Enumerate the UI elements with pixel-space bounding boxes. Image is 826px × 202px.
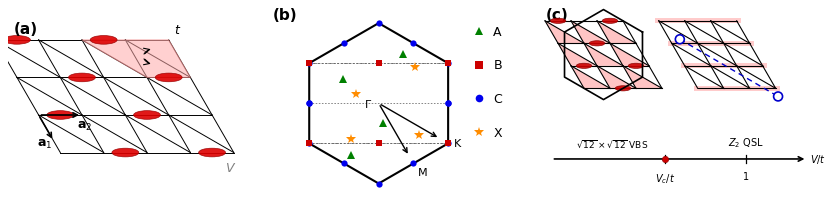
Text: $V$: $V$ (225, 161, 236, 174)
Ellipse shape (629, 64, 643, 69)
Polygon shape (545, 22, 584, 44)
Polygon shape (610, 44, 649, 66)
Polygon shape (597, 22, 636, 44)
Ellipse shape (155, 74, 183, 82)
Polygon shape (571, 22, 610, 44)
Ellipse shape (3, 36, 31, 45)
Bar (694, 86, 780, 91)
Text: (c): (c) (546, 8, 569, 23)
Polygon shape (584, 44, 623, 66)
Text: B: B (493, 59, 502, 72)
Text: (b): (b) (273, 8, 297, 23)
Ellipse shape (615, 86, 631, 92)
Ellipse shape (589, 41, 605, 47)
Text: X: X (493, 126, 502, 139)
Ellipse shape (198, 148, 225, 157)
Polygon shape (571, 66, 610, 89)
Text: M: M (418, 167, 428, 177)
Circle shape (676, 36, 684, 44)
Polygon shape (82, 41, 190, 78)
Ellipse shape (112, 148, 139, 157)
Text: A: A (493, 25, 502, 38)
Text: $t$: $t$ (174, 24, 181, 37)
Polygon shape (597, 66, 636, 89)
Text: 1: 1 (743, 171, 749, 181)
Circle shape (774, 93, 782, 101)
Bar (667, 42, 753, 46)
Ellipse shape (577, 64, 591, 69)
Polygon shape (558, 44, 597, 66)
Text: C: C (493, 93, 502, 105)
Bar (681, 64, 767, 69)
Ellipse shape (550, 19, 566, 24)
Text: $\mathbf{a}_2$: $\mathbf{a}_2$ (77, 119, 92, 132)
Text: $\sqrt{12}\times\sqrt{12}$ VBS: $\sqrt{12}\times\sqrt{12}$ VBS (577, 138, 648, 149)
Text: $\mathbf{a}_1$: $\mathbf{a}_1$ (37, 137, 53, 150)
Ellipse shape (602, 19, 618, 24)
Ellipse shape (90, 36, 117, 45)
Bar (655, 19, 741, 24)
Ellipse shape (69, 74, 96, 82)
Text: $Z_2$ QSL: $Z_2$ QSL (729, 136, 764, 149)
Ellipse shape (47, 111, 74, 120)
Text: (a): (a) (13, 22, 38, 37)
Text: $V/t$: $V/t$ (809, 152, 826, 165)
Text: $\Gamma$: $\Gamma$ (364, 98, 373, 110)
Text: $V_c/t$: $V_c/t$ (655, 171, 676, 185)
Text: K: K (453, 139, 461, 149)
Ellipse shape (134, 111, 160, 120)
Polygon shape (623, 66, 662, 89)
